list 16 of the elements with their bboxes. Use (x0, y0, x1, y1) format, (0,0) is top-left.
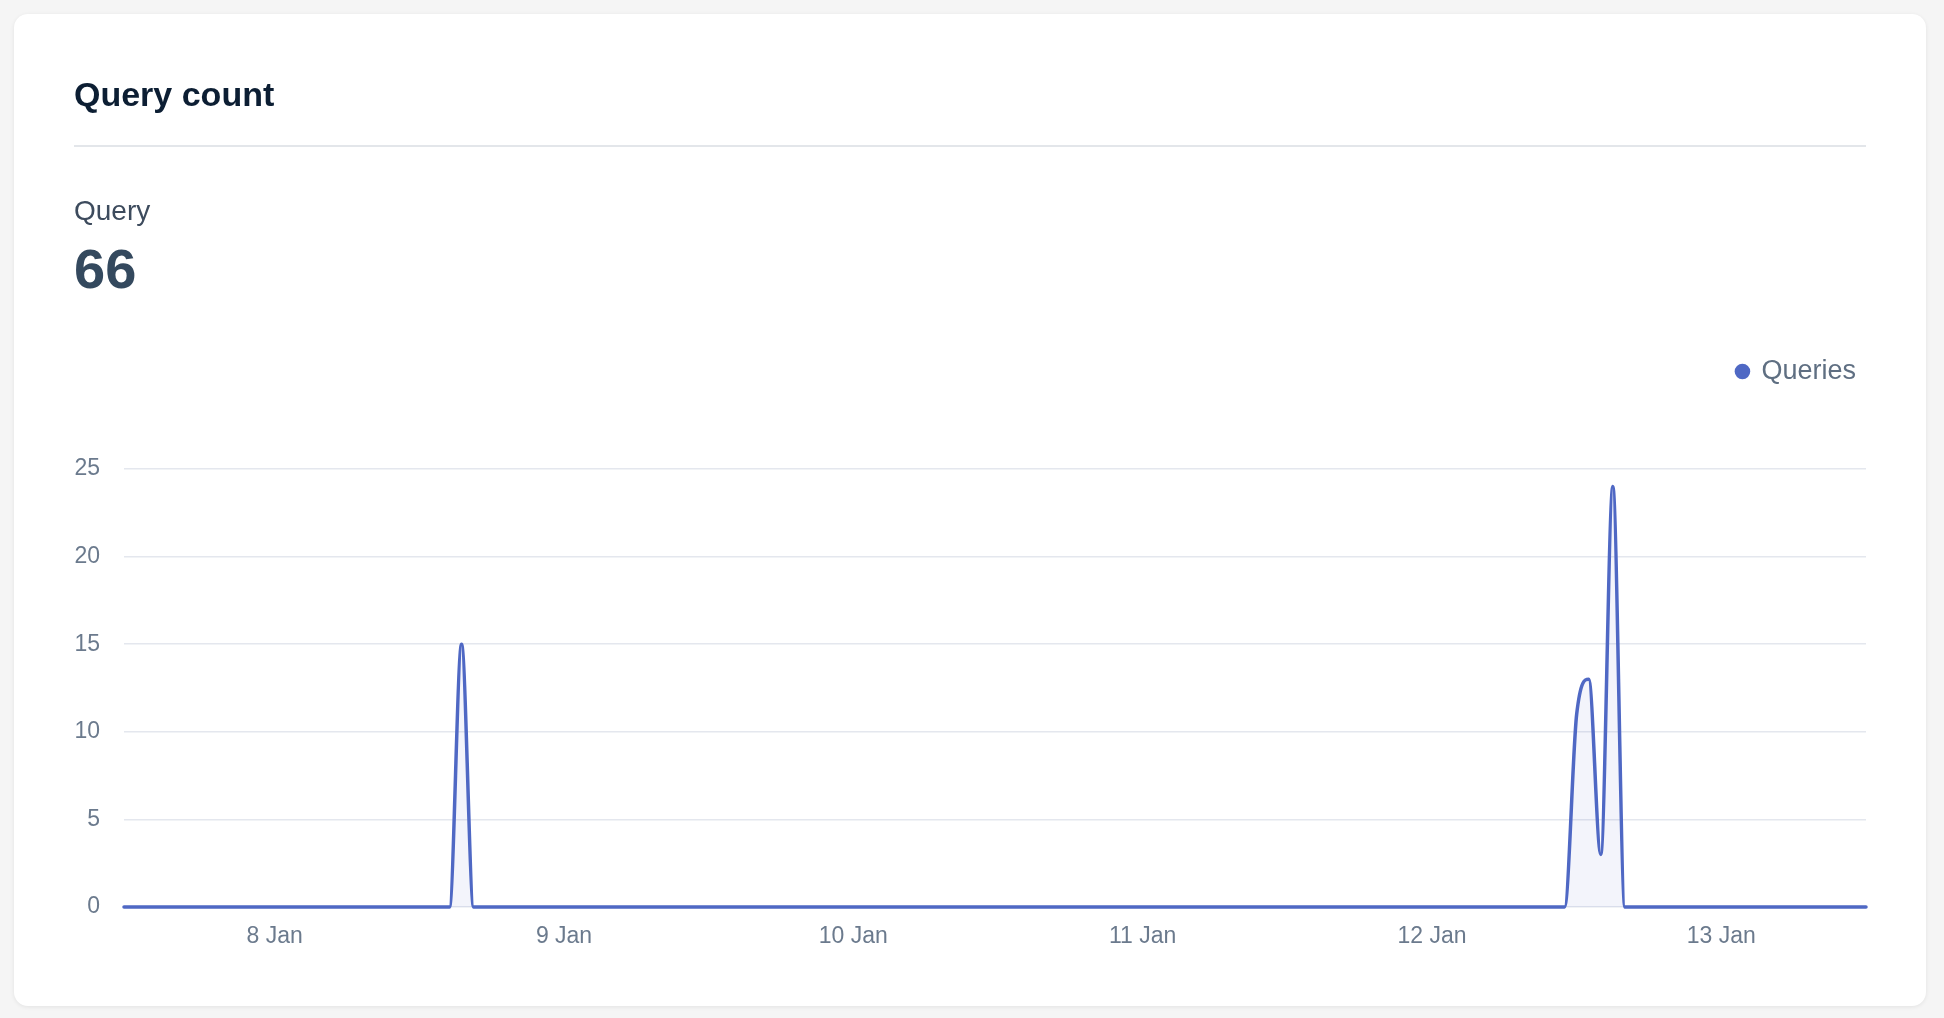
y-tick-label: 0 (87, 892, 100, 919)
x-tick-label: 11 Jan (1109, 922, 1177, 949)
y-tick-label: 10 (74, 717, 100, 744)
x-tick-label: 13 Jan (1686, 922, 1756, 949)
x-tick-label: 10 Jan (818, 922, 888, 949)
x-tick-label: 9 Jan (535, 922, 593, 949)
x-tick-label: 8 Jan (246, 922, 303, 949)
x-tick-label: 12 Jan (1397, 922, 1467, 949)
text: 66 (74, 237, 137, 301)
y-tick-label: 20 (74, 541, 100, 568)
y-tick-label: 5 (87, 804, 100, 831)
y-tick-label: 25 (74, 454, 100, 481)
chart-subtitle: Query (74, 195, 151, 227)
legend-label: Queries (1761, 354, 1857, 385)
chart-title: Query count (74, 74, 275, 114)
y-tick-label: 15 (74, 629, 100, 656)
